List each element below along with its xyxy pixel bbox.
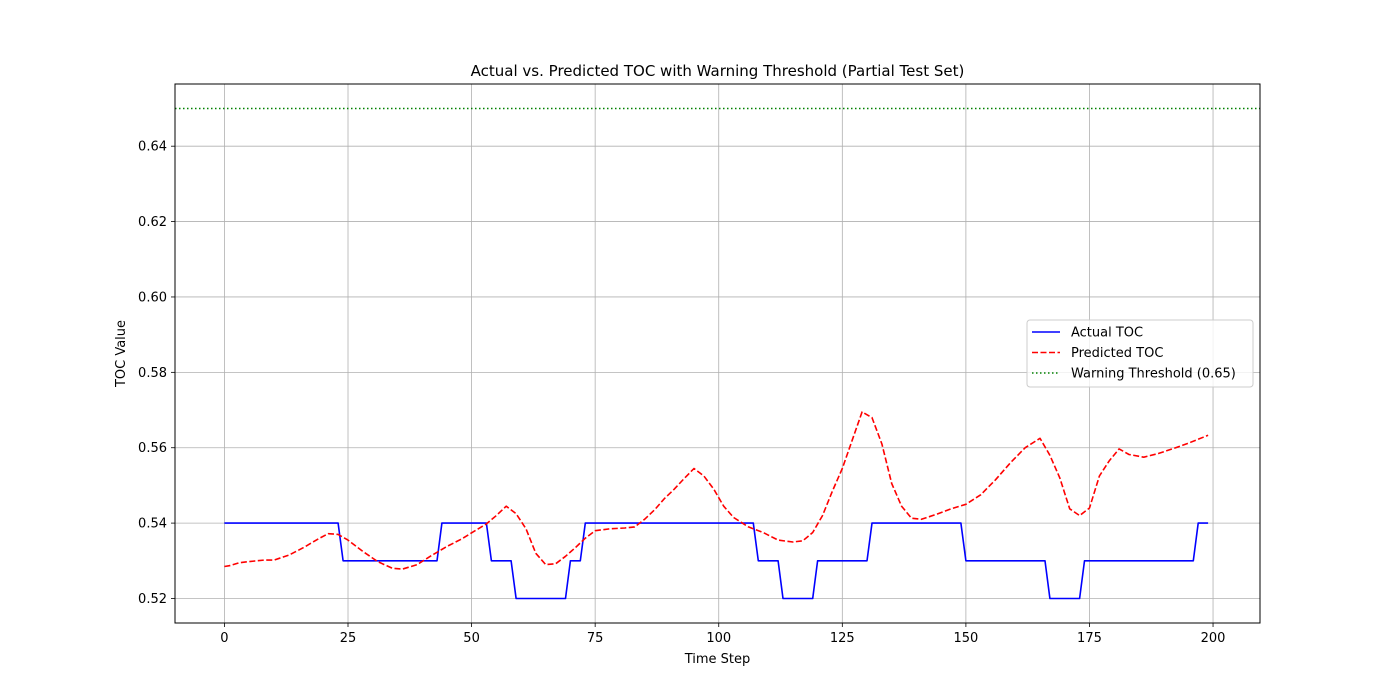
legend-label: Warning Threshold (0.65) bbox=[1071, 367, 1236, 382]
legend: Actual TOC Predicted TOC Warning Threshold… bbox=[1026, 319, 1254, 388]
x-tick-label: 0 bbox=[220, 631, 228, 646]
x-tick-label: 25 bbox=[340, 631, 357, 646]
legend-label: Predicted TOC bbox=[1071, 346, 1163, 361]
y-tick-label: 0.60 bbox=[138, 290, 167, 305]
y-tick-label: 0.56 bbox=[138, 441, 167, 456]
x-tick-label: 50 bbox=[463, 631, 480, 646]
x-tick-label: 175 bbox=[1077, 631, 1102, 646]
x-tick-label: 200 bbox=[1201, 631, 1226, 646]
x-tick-label: 150 bbox=[953, 631, 978, 646]
y-axis-label: TOC Value bbox=[114, 320, 129, 388]
plot-frame bbox=[174, 83, 1261, 624]
plot-lines bbox=[175, 107, 1260, 600]
y-tick-label: 0.54 bbox=[138, 517, 167, 532]
x-tick-label: 100 bbox=[706, 631, 731, 646]
legend-label: Actual TOC bbox=[1071, 326, 1143, 341]
series-line-predicted-toc bbox=[224, 411, 1209, 570]
chart-title: Actual vs. Predicted TOC with Warning Th… bbox=[471, 62, 965, 80]
x-axis-label: Time Step bbox=[684, 652, 751, 667]
y-tick-label: 0.62 bbox=[138, 215, 167, 230]
y-tick-label: 0.64 bbox=[138, 140, 167, 155]
y-axis: 0.52 0.54 0.56 0.58 0.60 0.62 0.64 bbox=[138, 140, 175, 607]
x-tick-label: 125 bbox=[830, 631, 855, 646]
y-tick-label: 0.58 bbox=[138, 366, 167, 381]
x-tick-label: 75 bbox=[587, 631, 604, 646]
series-line-actual-toc bbox=[224, 522, 1209, 600]
y-tick-label: 0.52 bbox=[138, 592, 167, 607]
legend-box bbox=[1026, 319, 1254, 388]
x-axis: 0 25 50 75 100 125 150 175 200 bbox=[220, 623, 1225, 646]
